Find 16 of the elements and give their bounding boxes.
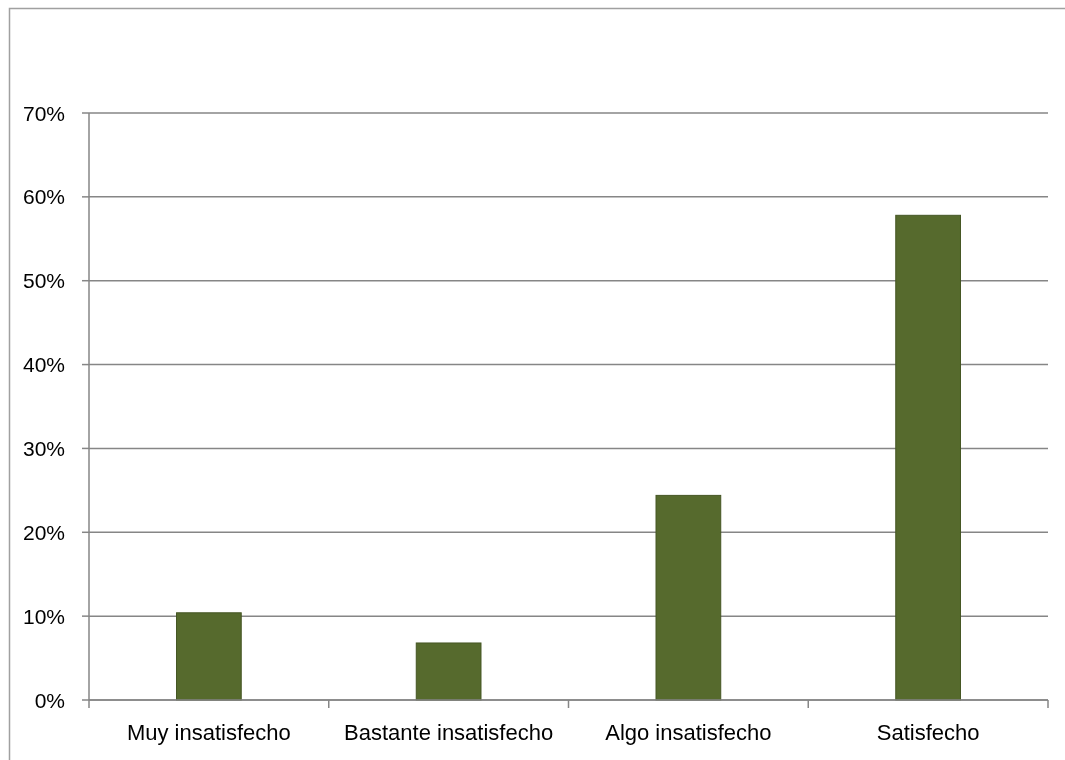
y-tick-label: 0%	[34, 688, 65, 712]
bar	[176, 612, 242, 701]
bar	[655, 494, 722, 701]
y-tick-label: 40%	[22, 353, 65, 377]
bar	[895, 214, 961, 701]
bar	[415, 642, 482, 701]
x-tick-label: Bastante insatisfecho	[344, 720, 554, 745]
y-tick-label: 30%	[22, 436, 65, 460]
y-tick-label: 20%	[22, 520, 65, 544]
y-tick-label: 50%	[22, 269, 65, 293]
x-tick-label: Algo insatisfecho	[605, 720, 772, 745]
y-tick-label: 70%	[22, 101, 65, 125]
y-tick-label: 60%	[22, 185, 65, 209]
x-tick-label: Satisfecho	[876, 720, 980, 745]
x-tick-label: Muy insatisfecho	[126, 720, 291, 745]
y-tick-label: 10%	[22, 604, 65, 628]
